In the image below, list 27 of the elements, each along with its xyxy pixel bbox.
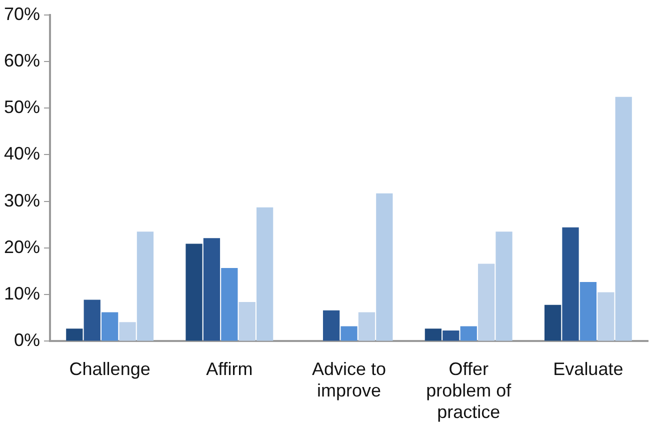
x-tick-label: Evaluate: [553, 358, 624, 379]
bar: [460, 326, 477, 341]
x-tick-label: Challenge: [69, 358, 150, 379]
bar: [340, 326, 358, 341]
bar: [562, 227, 579, 341]
bar: [322, 310, 340, 341]
bar: [186, 244, 202, 341]
bar: [544, 304, 562, 341]
y-tick-label: 60%: [4, 50, 40, 70]
bar: [84, 300, 100, 341]
bar: [221, 268, 238, 341]
x-tick-label: Offer problem of practice: [426, 358, 512, 422]
y-tick-label: 0%: [14, 330, 40, 350]
y-tick-label: 50%: [4, 97, 40, 118]
bar: [424, 328, 442, 341]
y-tick-label: 70%: [4, 4, 40, 24]
bar: [102, 312, 118, 341]
y-tick-label: 40%: [4, 144, 40, 164]
bar: [580, 282, 597, 341]
x-tick-label: Advice to improve: [312, 358, 386, 401]
bar: [66, 328, 83, 341]
y-tick-label: 10%: [4, 284, 40, 304]
y-tick-label: 20%: [4, 236, 40, 257]
bar: [203, 238, 220, 341]
x-tick-label: Affirm: [206, 358, 253, 379]
bar: [442, 330, 460, 341]
y-tick-label: 30%: [4, 190, 40, 210]
